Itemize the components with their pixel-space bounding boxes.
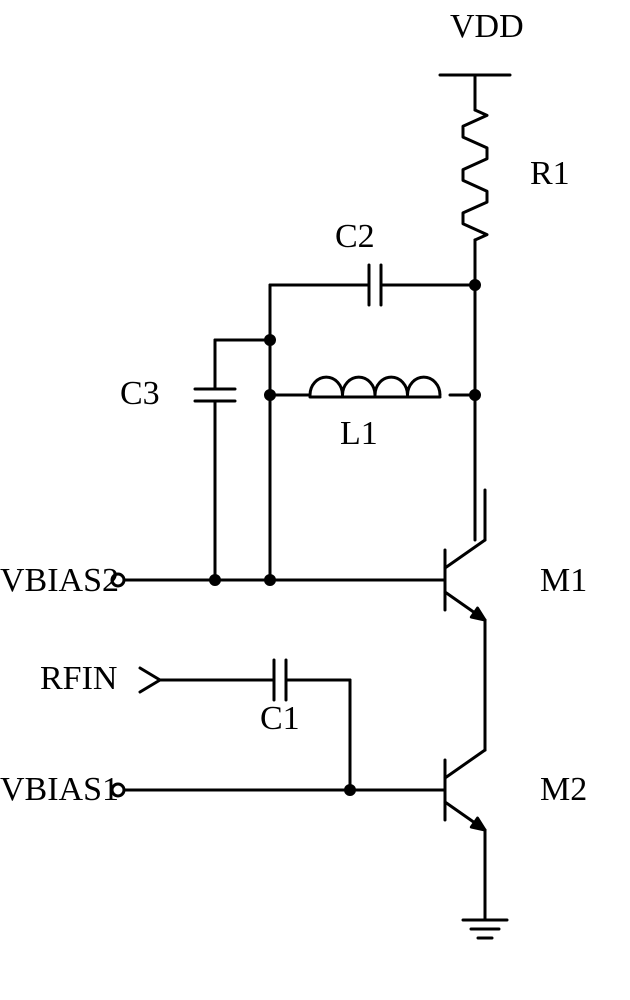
label-rfin: RFIN bbox=[40, 660, 117, 698]
label-c2: C2 bbox=[335, 218, 375, 256]
label-c3: C3 bbox=[120, 375, 160, 413]
label-vbias1: VBIAS1 bbox=[0, 771, 119, 809]
label-m1: M1 bbox=[540, 562, 587, 600]
label-vdd: VDD bbox=[450, 8, 524, 46]
label-c1: C1 bbox=[260, 700, 300, 738]
label-vbias2: VBIAS2 bbox=[0, 562, 119, 600]
label-m2: M2 bbox=[540, 771, 587, 809]
label-r1: R1 bbox=[530, 155, 570, 193]
label-l1: L1 bbox=[340, 415, 378, 453]
